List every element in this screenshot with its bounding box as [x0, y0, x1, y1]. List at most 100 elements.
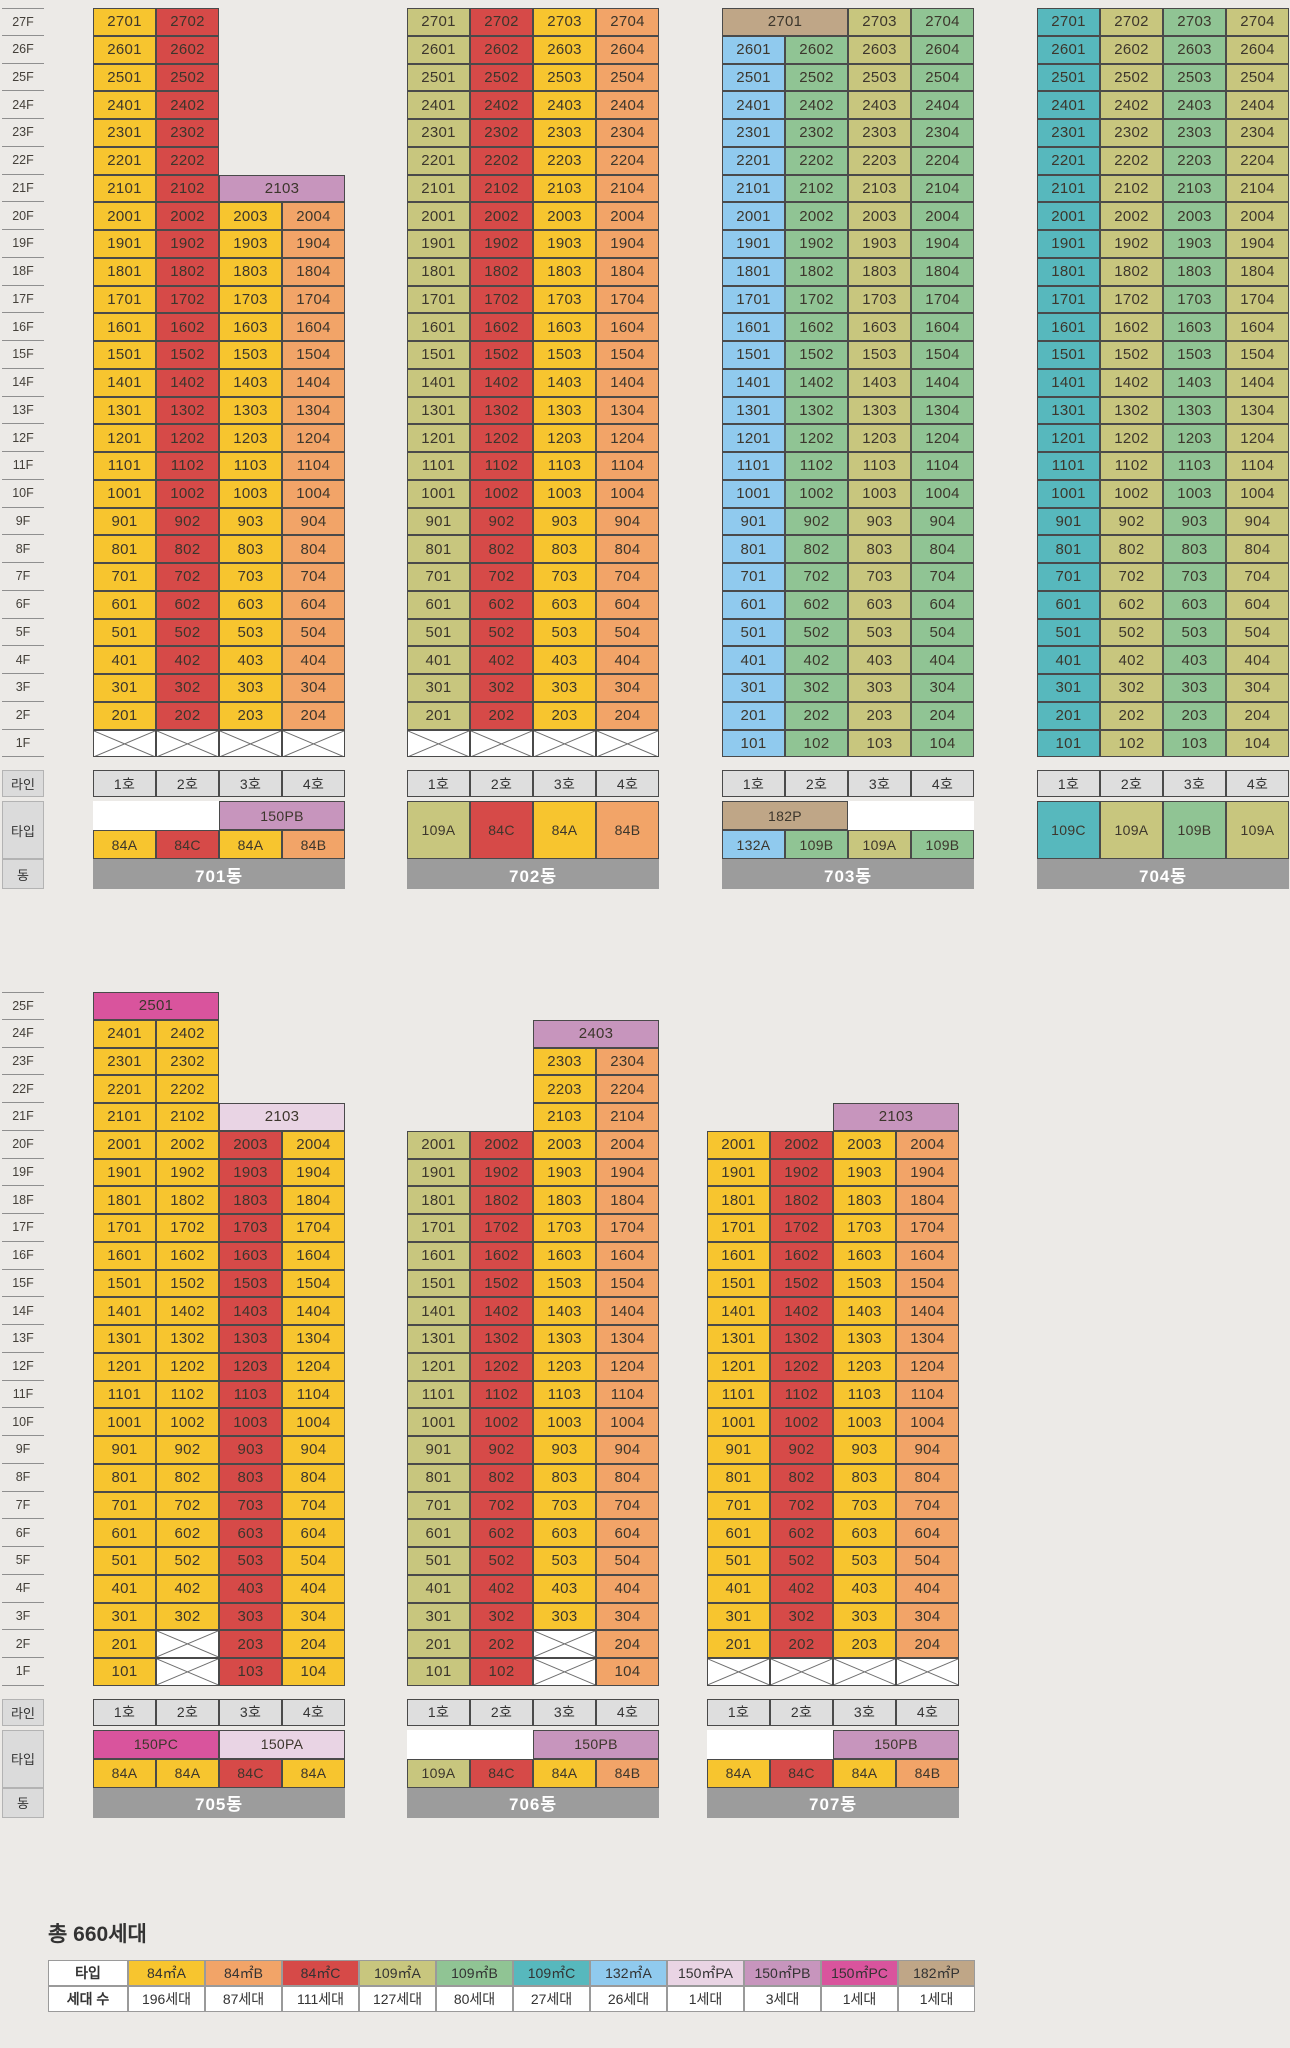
unit-cell: 2404 — [596, 91, 659, 119]
crossed-cell — [533, 729, 596, 758]
unit-cell: 1001 — [93, 1408, 156, 1436]
unit-cell: 901 — [93, 1436, 156, 1464]
unit-cell: 2704 — [1226, 8, 1289, 36]
unit-cell: 2502 — [156, 63, 219, 92]
line-cell: 1호 — [407, 1698, 470, 1726]
x-mark-icon — [771, 1659, 832, 1685]
unit-cell: 1502 — [770, 1269, 833, 1298]
unit-cell: 1403 — [533, 1297, 596, 1325]
row-header-dong: 동 — [2, 859, 44, 890]
unit-cell: 303 — [219, 674, 282, 702]
unit-cell: 904 — [282, 1436, 345, 1464]
unit-cell: 1502 — [156, 341, 219, 369]
unit-cell: 1804 — [282, 1186, 345, 1214]
unit-cell: 2003 — [848, 202, 911, 230]
unit-cell: 2603 — [1163, 35, 1226, 64]
unit-cell: 2002 — [1100, 202, 1163, 230]
unit-cell: 902 — [470, 507, 533, 536]
unit-cell: 2301 — [93, 119, 156, 147]
line-cell: 1호 — [93, 1698, 156, 1726]
unit-cell: 1303 — [833, 1325, 896, 1353]
type-cell: 109A — [1100, 801, 1163, 860]
unit-cell: 804 — [282, 1463, 345, 1492]
unit-cell: 1603 — [533, 313, 596, 341]
unit-cell: 102 — [785, 729, 848, 758]
unit-cell: 1004 — [282, 479, 345, 508]
unit-cell: 504 — [896, 1547, 959, 1575]
floor-label: 5F — [2, 619, 44, 647]
unit-cell: 204 — [596, 701, 659, 730]
unit-cell: 801 — [407, 535, 470, 563]
unit-cell: 1701 — [407, 1214, 470, 1242]
unit-cell: 1803 — [833, 1186, 896, 1214]
legend-count-cell: 26세대 — [590, 1986, 667, 2012]
x-mark-icon — [408, 731, 469, 757]
unit-cell: 1604 — [911, 313, 974, 341]
unit-cell: 1703 — [1163, 285, 1226, 314]
unit-cell: 601 — [93, 1519, 156, 1547]
unit-cell: 1302 — [770, 1325, 833, 1353]
unit-cell: 2102 — [785, 174, 848, 203]
unit-cell: 1402 — [1100, 368, 1163, 397]
unit-cell: 501 — [407, 1547, 470, 1575]
unit-cell: 801 — [1037, 535, 1100, 563]
unit-cell: 201 — [1037, 701, 1100, 730]
unit-cell: 1102 — [470, 1380, 533, 1409]
floor-label: 3F — [2, 1603, 44, 1631]
unit-cell: 603 — [848, 590, 911, 619]
crossed-cell — [770, 1658, 833, 1686]
unit-cell: 1403 — [533, 368, 596, 397]
unit-cell: 2101 — [93, 1103, 156, 1131]
x-mark-icon — [708, 1659, 769, 1685]
unit-cell: 302 — [156, 1602, 219, 1631]
unit-cell: 704 — [596, 563, 659, 591]
unit-cell: 1503 — [848, 341, 911, 369]
unit-cell: 901 — [407, 507, 470, 536]
floor-label: 26F — [2, 36, 44, 64]
unit-cell: 2401 — [1037, 91, 1100, 119]
unit-cell: 2604 — [911, 35, 974, 64]
unit-cell: 2603 — [848, 35, 911, 64]
unit-cell: 2702 — [1100, 8, 1163, 36]
floor-label: 18F — [2, 1186, 44, 1214]
unit-cell: 2201 — [1037, 146, 1100, 175]
crossed-cell — [282, 729, 345, 758]
unit-cell: 301 — [707, 1602, 770, 1631]
unit-cell: 1204 — [1226, 424, 1289, 452]
unit-cell: 404 — [282, 646, 345, 674]
unit-cell: 701 — [722, 563, 785, 591]
unit-cell: 1804 — [282, 257, 345, 286]
unit-cell: 204 — [896, 1630, 959, 1658]
unit-cell: 204 — [596, 1630, 659, 1658]
unit-cell: 1404 — [596, 368, 659, 397]
unit-cell: 1304 — [896, 1325, 959, 1353]
line-cell: 2호 — [470, 1698, 533, 1726]
unit-cell: 203 — [219, 1630, 282, 1658]
unit-cell: 1401 — [93, 1297, 156, 1325]
unit-cell: 2401 — [407, 91, 470, 119]
unit-cell: 1204 — [282, 1352, 345, 1381]
floor-label: 17F — [2, 286, 44, 314]
unit-cell: 1301 — [1037, 396, 1100, 425]
unit-cell: 1603 — [219, 313, 282, 341]
type-cell: 84C — [470, 801, 533, 860]
unit-cell: 1404 — [282, 368, 345, 397]
unit-cell: 1403 — [219, 1297, 282, 1325]
unit-cell: 2701 — [407, 8, 470, 36]
unit-cell: 1202 — [1100, 424, 1163, 452]
unit-cell: 1501 — [93, 341, 156, 369]
unit-cell: 601 — [407, 1519, 470, 1547]
unit-cell: 702 — [156, 1491, 219, 1520]
unit-cell: 102 — [1100, 729, 1163, 758]
unit-cell: 2204 — [911, 146, 974, 175]
unit-cell: 1601 — [407, 313, 470, 341]
line-cell: 4호 — [1226, 770, 1289, 798]
unit-cell: 2003 — [219, 1130, 282, 1159]
unit-cell: 1902 — [470, 230, 533, 258]
unit-cell: 2004 — [1226, 202, 1289, 230]
floor-label: 25F — [2, 992, 44, 1020]
unit-cell: 403 — [833, 1574, 896, 1603]
unit-cell: 902 — [470, 1436, 533, 1464]
unit-cell: 504 — [911, 618, 974, 647]
dong-label: 703동 — [722, 859, 974, 890]
